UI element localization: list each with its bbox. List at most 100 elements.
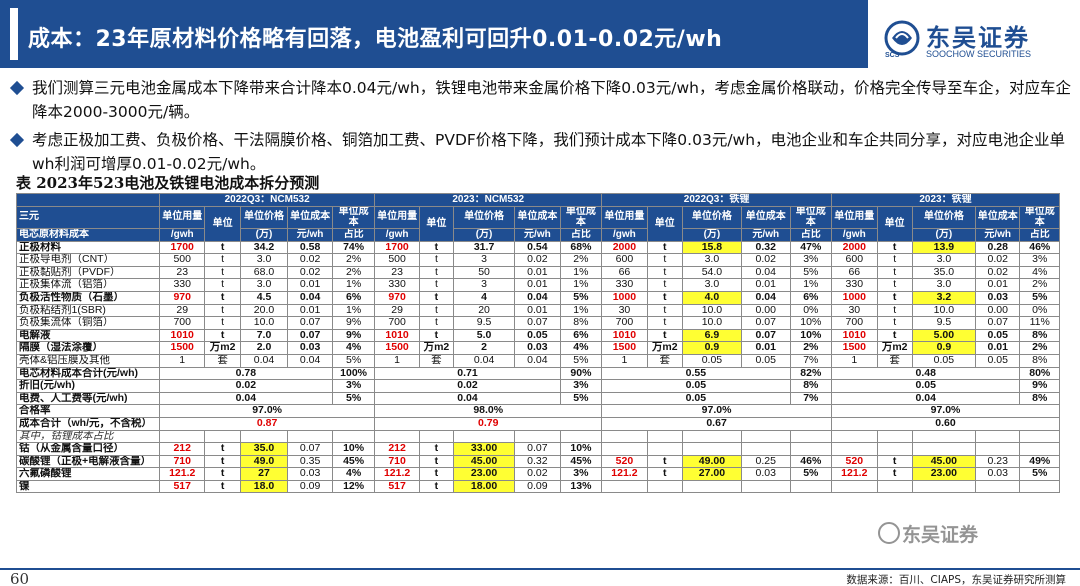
summary-row: 电芯材料成本合计(元/wh) 0.78 100% 0.71 90% 0.55 82% 0.48… <box>16 366 1060 381</box>
summary-value: 0.05 <box>831 379 1021 393</box>
table-cell: t <box>204 253 241 267</box>
table-cell: t <box>418 442 455 456</box>
table-cell: 0.03 <box>287 467 333 481</box>
table-cell <box>740 429 791 444</box>
header-sub-label: 元/wh <box>514 228 561 242</box>
table-cell: 0.25 <box>740 454 791 469</box>
row-label: 正极黏贴剂（PVDF） <box>16 265 160 280</box>
table-cell: 1500 <box>158 341 206 355</box>
table-cell: 15.8 <box>681 240 742 255</box>
table-cell: t <box>876 303 913 318</box>
row-label: 负极活性物质（石墨） <box>16 290 160 305</box>
table-cell: 3 <box>453 253 516 267</box>
yield-value: 97.0% <box>831 404 1060 418</box>
table-cell: 23.00 <box>453 467 516 481</box>
summary-value: 0.71 <box>374 366 561 381</box>
header-sub-label: 占比 <box>559 228 603 242</box>
table-cell: 49% <box>1019 454 1060 469</box>
table-cell: 23 <box>374 265 420 280</box>
table-cell: 6% <box>559 328 603 343</box>
table-cell: 0.01 <box>740 278 791 292</box>
table-cell: 10% <box>789 316 833 330</box>
table-cell: 74% <box>331 240 376 255</box>
header-sub-label: 占比 <box>789 228 833 242</box>
table-cell: 0.32 <box>740 240 791 255</box>
table-cell: t <box>418 467 455 481</box>
table-cell: 0.05 <box>974 353 1021 368</box>
table-cell: 517 <box>158 479 206 494</box>
table-cell: 700 <box>831 316 878 330</box>
row-label: 镍 <box>16 479 160 494</box>
header-sub-label: 单位价格 <box>453 206 516 229</box>
table-row: 正极黏贴剂（PVDF） 23 t 68.0 0.02 2% 23 t 50 0.01 1% 66 t 54… <box>16 265 1060 280</box>
table-cell: 1% <box>559 278 603 292</box>
row-label: 电解液 <box>16 328 160 343</box>
table-cell <box>974 442 1021 456</box>
table-cell: 700 <box>374 316 420 330</box>
table-cell: 517 <box>374 479 420 494</box>
table-cell: 0.09 <box>514 479 561 494</box>
table-cell: t <box>204 240 241 255</box>
table-cell <box>453 429 516 444</box>
table-cell <box>831 429 878 444</box>
table-cell: 0.09 <box>287 479 333 494</box>
table-cell: 68% <box>559 240 603 255</box>
slide-title: 成本：23年原材料价格略有回落，电池盈利可回升0.01-0.02元/wh <box>28 27 723 52</box>
table-cell: 1010 <box>601 328 648 343</box>
metal-row: 碳酸锂（正极+电解液含量） 710 t 49.0 0.35 45% 710 t 45.00 0.3… <box>16 454 1060 469</box>
table-cell: 1 <box>601 353 648 368</box>
table-cell: 0.05 <box>974 328 1021 343</box>
table-cell: 13.9 <box>911 240 976 255</box>
header-sub-label: 单位用量 <box>374 206 420 229</box>
table-cell <box>601 429 648 444</box>
table-cell: t <box>204 290 241 305</box>
table-cell: 0.04 <box>740 290 791 305</box>
watermark: 东吴证券 <box>902 524 979 546</box>
logo-name-cn: 东吴证券 <box>926 24 1030 52</box>
table-cell: 0.07 <box>740 328 791 343</box>
table-cell: 5.00 <box>911 328 976 343</box>
table-cell: 31.7 <box>453 240 516 255</box>
row-label: 六氟磷酸锂 <box>16 467 160 481</box>
table-cell: 0.01 <box>287 278 333 292</box>
summary-share: 8% <box>789 379 833 393</box>
table-cell <box>646 442 683 456</box>
table-cell: 0.02 <box>287 265 333 280</box>
table-cell: 0.02 <box>740 253 791 267</box>
header-sub-label: 单位用量 <box>831 206 878 229</box>
table-cell: t <box>418 454 455 469</box>
summary-share: 100% <box>331 366 376 381</box>
table-cell: 2 <box>453 341 516 355</box>
table-cell: 66 <box>601 265 648 280</box>
table-cell: t <box>876 253 913 267</box>
logo-swirl-icon <box>884 20 920 56</box>
table-cell: 0.07 <box>287 442 333 456</box>
table-cell: 8% <box>1019 353 1060 368</box>
table-cell: 2% <box>331 253 376 267</box>
table-cell: 1500 <box>601 341 648 355</box>
row-label: 合格率 <box>16 404 160 418</box>
table-cell: 4.0 <box>681 290 742 305</box>
table-cell <box>681 479 742 494</box>
table-cell: 4% <box>331 467 376 481</box>
table-cell: 0.32 <box>514 454 561 469</box>
table-cell <box>681 442 742 456</box>
summary-value: 0.04 <box>831 391 1021 406</box>
table-cell: 0.04 <box>287 290 333 305</box>
table-cell: 121.2 <box>601 467 648 481</box>
table-cell: 1010 <box>831 328 878 343</box>
table-cell: t <box>204 454 241 469</box>
table-cell: 0.02 <box>514 467 561 481</box>
table-cell: 万m2 <box>418 341 455 355</box>
header-sub-label: (万) <box>239 228 289 242</box>
table-cell <box>876 442 913 456</box>
table-cell: t <box>204 328 241 343</box>
table-cell <box>974 429 1021 444</box>
header-sub-label: 单位 <box>646 206 683 242</box>
total-value: 0.87 <box>158 416 376 431</box>
header-sub-label: 元/wh <box>287 228 333 242</box>
table-cell: 6% <box>789 290 833 305</box>
table-cell: 3.0 <box>911 253 976 267</box>
table-cell: 0.9 <box>681 341 742 355</box>
table-cell: 9.5 <box>911 316 976 330</box>
